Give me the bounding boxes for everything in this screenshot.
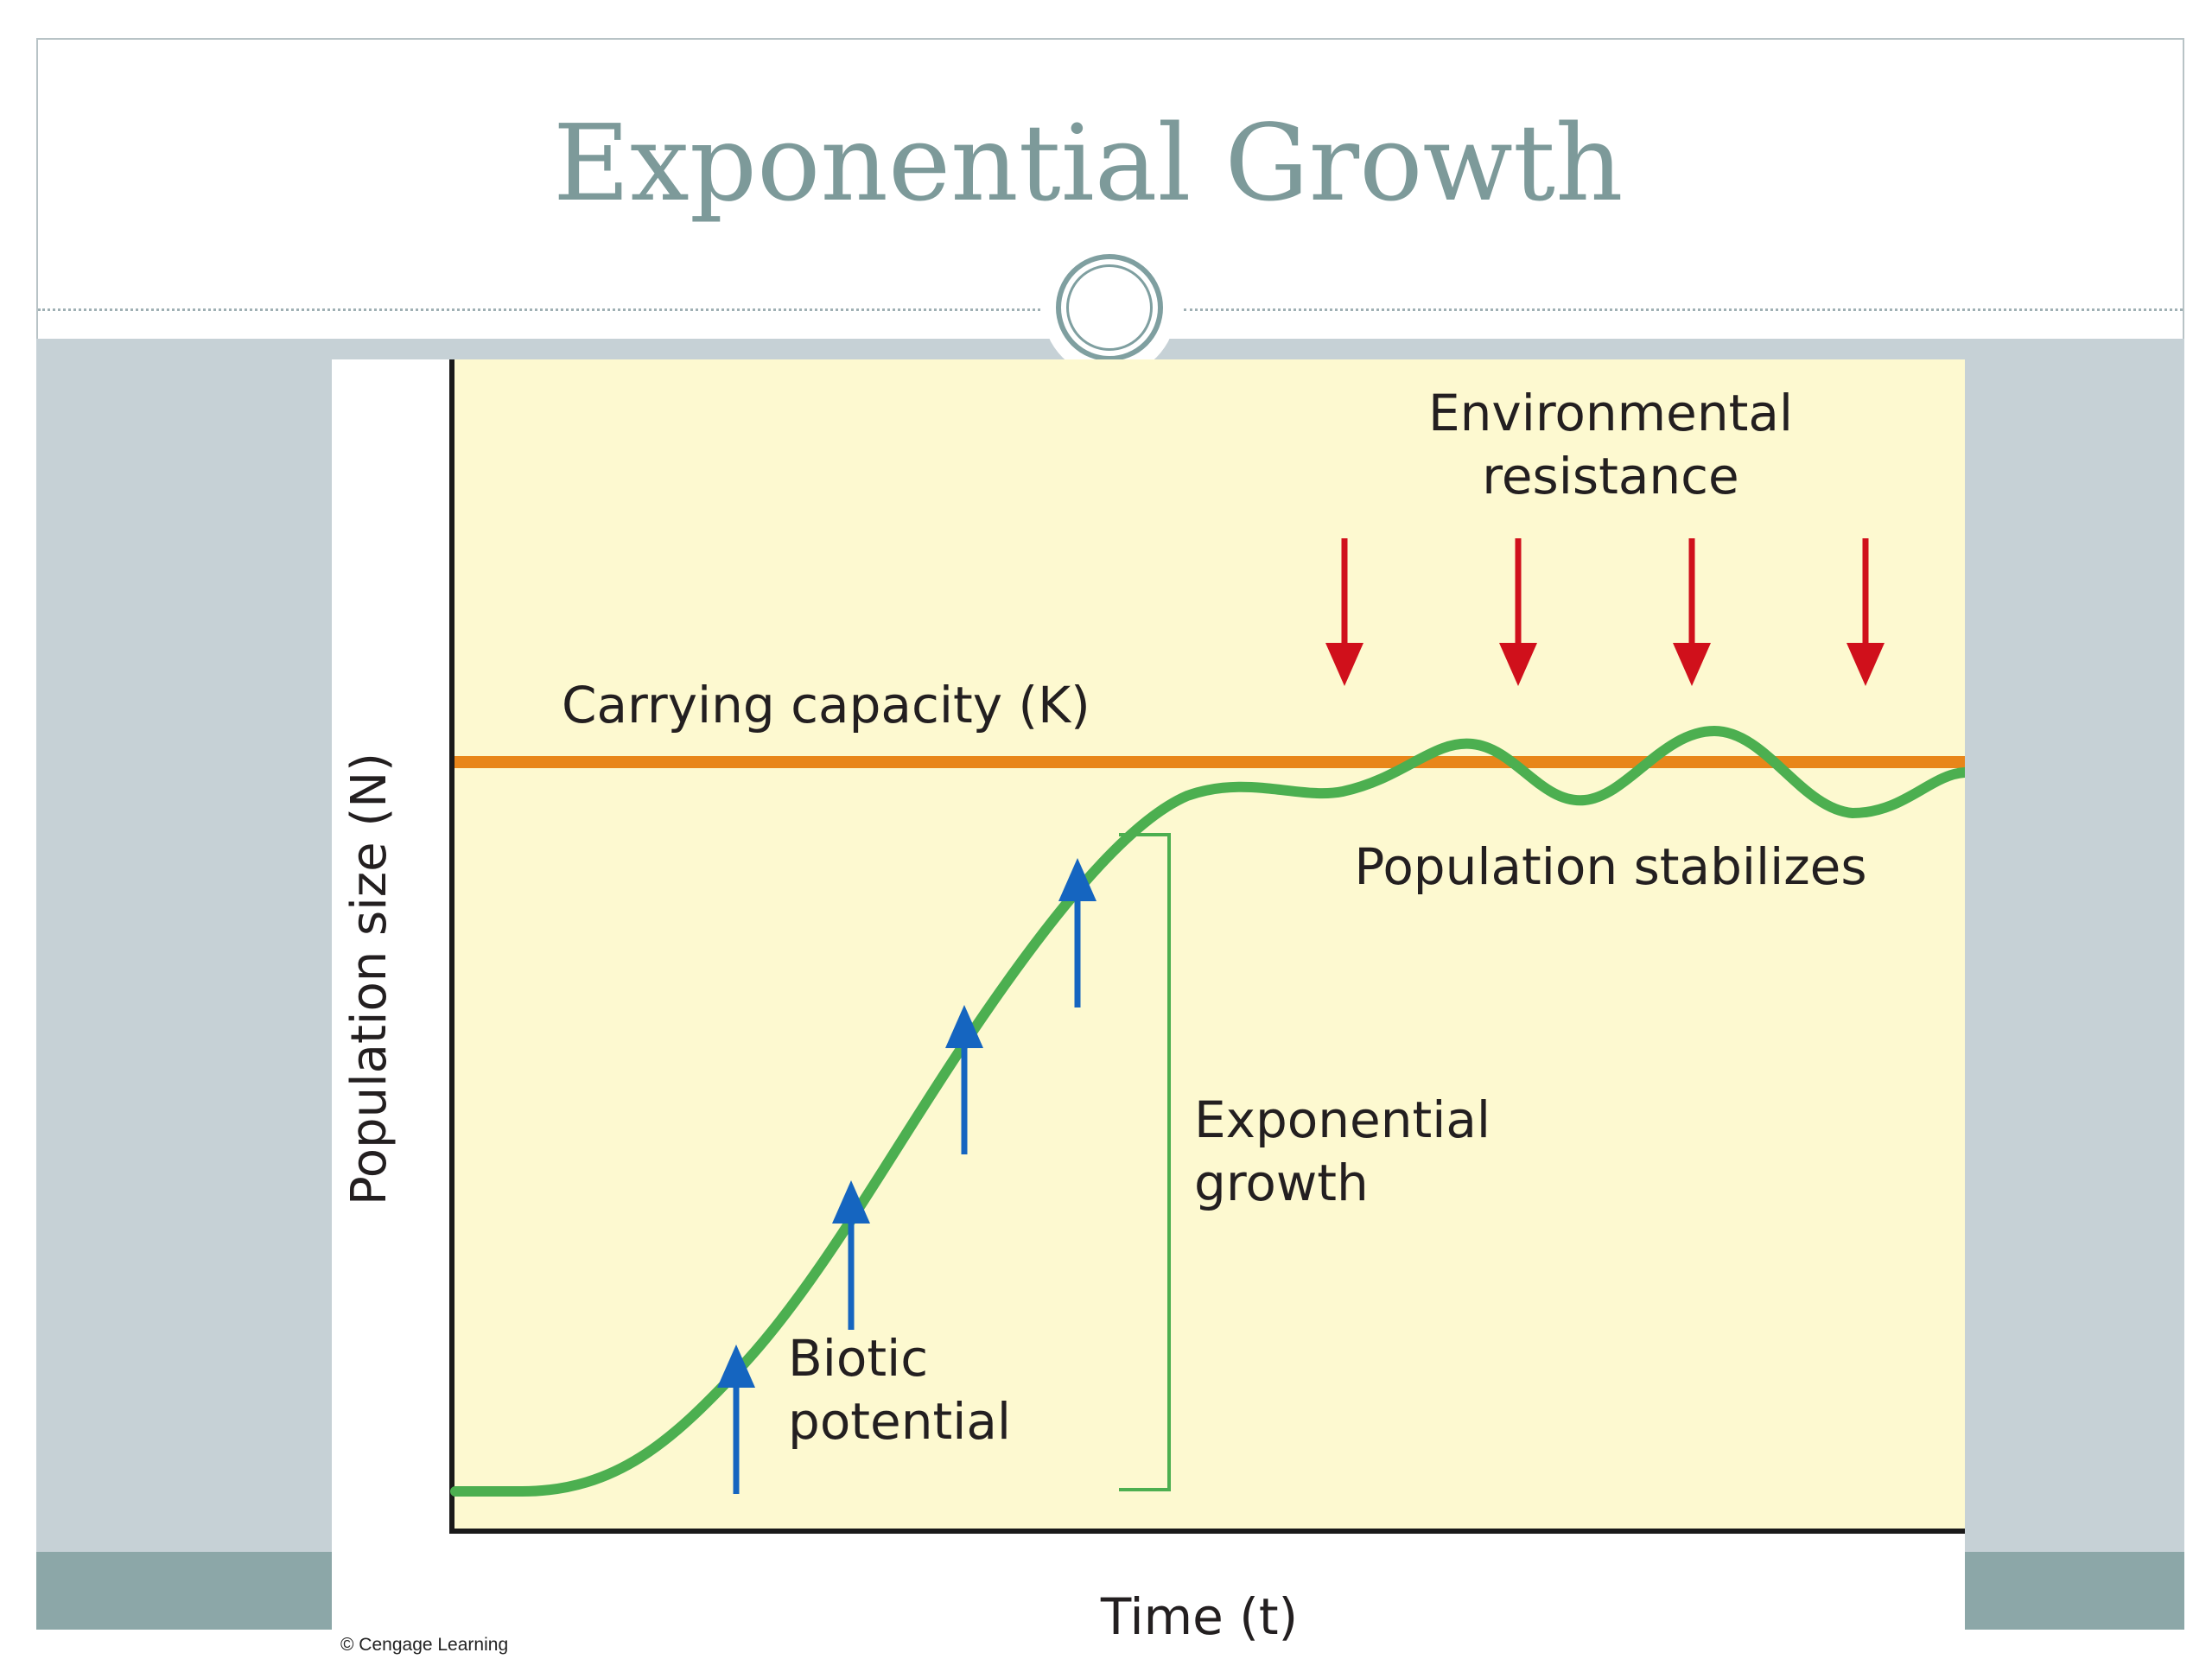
carrying-capacity-label: Carrying capacity (K)	[562, 676, 1090, 734]
arrow-up-icon	[832, 1180, 870, 1330]
copyright-credit: © Cengage Learning	[340, 1635, 509, 1655]
environmental-resistance-label-line2: resistance	[1482, 447, 1738, 505]
title-divider-right	[1184, 308, 2183, 311]
arrow-down-icon	[1325, 538, 1363, 686]
arrow-down-icon	[1673, 538, 1711, 686]
arrow-down-icon	[1499, 538, 1537, 686]
exponential-growth-label-line2: growth	[1194, 1154, 1369, 1212]
x-axis-label: Time (t)	[1100, 1587, 1298, 1646]
slide-title: Exponential Growth	[553, 102, 1624, 225]
population-growth-curve	[450, 725, 1965, 1497]
exponential-growth-label-line1: Exponential	[1194, 1090, 1491, 1149]
environmental-resistance-label-line1: Environmental	[1428, 384, 1793, 442]
plot-area	[450, 359, 1965, 1531]
title-divider-left	[38, 308, 1040, 311]
ornament-ring-inner	[1066, 264, 1153, 351]
exponential-growth-bracket	[1119, 833, 1171, 1491]
population-stabilizes-label: Population stabilizes	[1354, 837, 1866, 896]
arrow-up-icon	[1058, 858, 1096, 1007]
biotic-potential-label-line1: Biotic	[788, 1329, 928, 1388]
arrow-down-icon	[1847, 538, 1885, 686]
arrow-up-icon	[717, 1344, 755, 1494]
arrow-up-icon	[945, 1005, 983, 1154]
y-axis-label: Population size (N)	[341, 753, 397, 1205]
biotic-potential-label-line2: potential	[788, 1392, 1011, 1451]
logistic-growth-diagram: Carrying capacity (K) Environmental resi…	[332, 359, 1965, 1659]
